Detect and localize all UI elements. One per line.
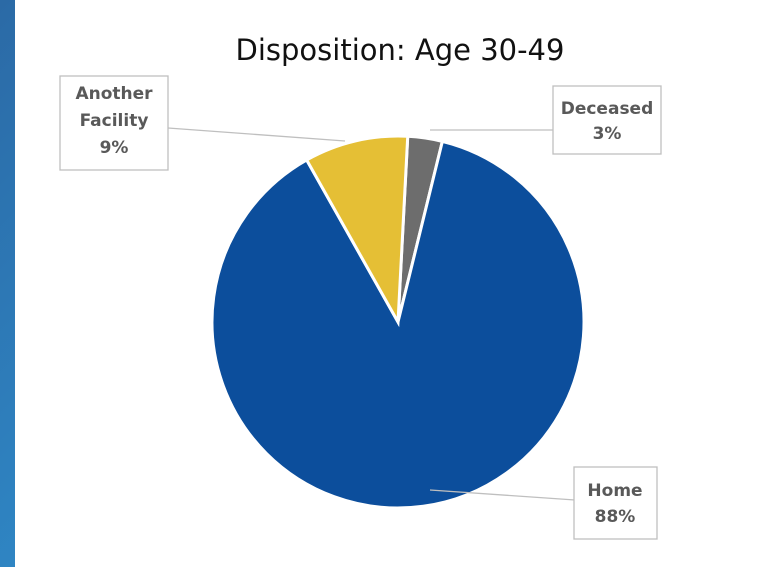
data-label-box-deceased (552, 85, 662, 155)
data-label-category-deceased: Deceased (561, 99, 654, 119)
pie-slices (210, 134, 586, 510)
data-label-value-deceased: 3% (593, 124, 622, 144)
data-label-deceased: Deceased 3% (552, 85, 662, 155)
data-label-value-home: 88% (595, 507, 636, 527)
data-label-category-another-facility-line2: Facility (80, 111, 149, 131)
pie-chart: Disposition: Age 30-49 Deceased 3% Anoth… (59, 33, 662, 540)
chart-title: Disposition: Age 30-49 (236, 33, 565, 67)
data-label-category-home: Home (587, 481, 642, 501)
data-label-category-another-facility-line1: Another (75, 84, 153, 104)
data-label-home: Home 88% (573, 466, 658, 540)
chart-panel: Disposition: Age 30-49 Deceased 3% Anoth… (15, 0, 765, 567)
leader-line-another-facility (167, 127, 346, 142)
data-label-box-another-facility (59, 75, 169, 171)
data-label-box-home (573, 466, 658, 540)
pie-slice-another-facility (304, 134, 410, 328)
data-label-another-facility: Another Facility 9% (59, 75, 169, 171)
leader-line-home (429, 489, 576, 501)
data-label-value-another-facility: 9% (100, 138, 129, 158)
